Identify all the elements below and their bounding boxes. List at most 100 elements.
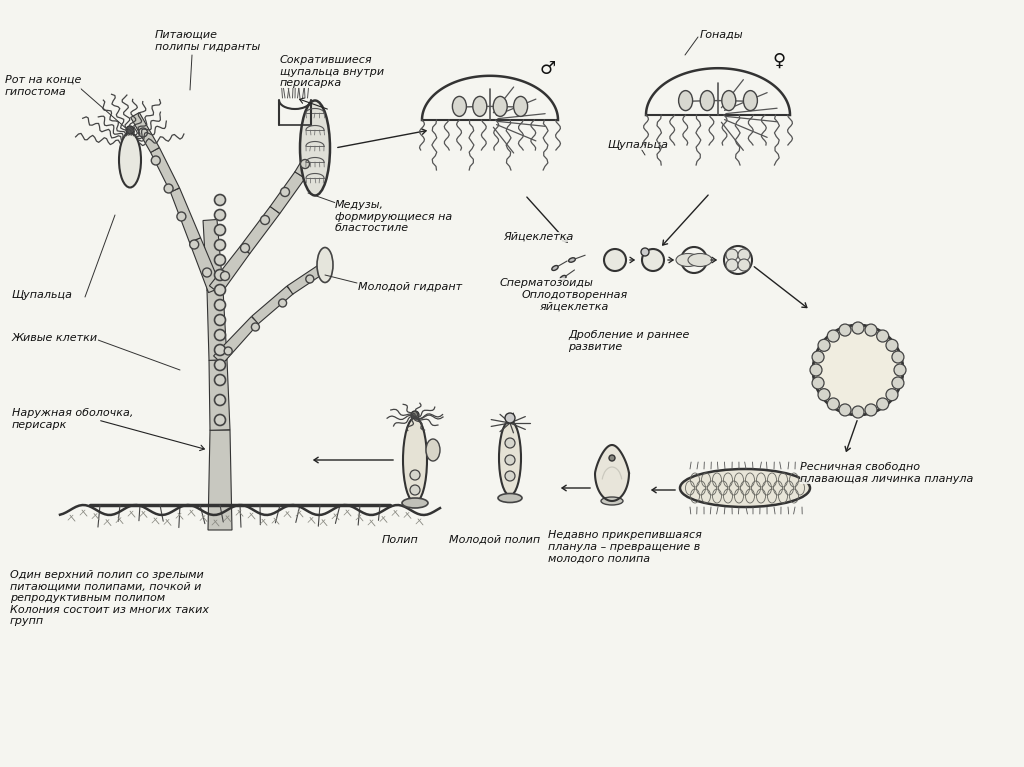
Ellipse shape <box>119 133 141 187</box>
Circle shape <box>224 347 232 355</box>
Circle shape <box>126 126 134 134</box>
Ellipse shape <box>601 497 623 505</box>
Ellipse shape <box>560 275 566 281</box>
Ellipse shape <box>568 258 575 262</box>
Circle shape <box>609 455 615 461</box>
Circle shape <box>152 156 161 165</box>
Polygon shape <box>209 360 230 430</box>
Circle shape <box>505 455 515 465</box>
Polygon shape <box>170 188 201 242</box>
Ellipse shape <box>722 91 736 110</box>
Ellipse shape <box>514 97 527 117</box>
Ellipse shape <box>676 254 700 266</box>
Text: ♂: ♂ <box>540 60 556 78</box>
Polygon shape <box>209 246 250 295</box>
Polygon shape <box>241 206 280 254</box>
Text: Дробление и раннее
развитие: Дробление и раннее развитие <box>568 330 689 351</box>
Polygon shape <box>151 148 179 193</box>
Circle shape <box>214 414 225 426</box>
Circle shape <box>505 413 515 423</box>
Circle shape <box>279 299 287 307</box>
Circle shape <box>300 160 309 169</box>
Polygon shape <box>208 430 232 530</box>
Polygon shape <box>207 290 227 360</box>
Circle shape <box>505 438 515 448</box>
Circle shape <box>260 216 269 225</box>
Polygon shape <box>270 172 305 213</box>
Circle shape <box>827 398 840 410</box>
Circle shape <box>214 360 225 370</box>
Circle shape <box>214 255 225 265</box>
Circle shape <box>852 406 864 418</box>
Circle shape <box>214 299 225 311</box>
Polygon shape <box>595 445 629 501</box>
Circle shape <box>214 344 225 355</box>
Circle shape <box>810 364 822 376</box>
Circle shape <box>818 389 830 400</box>
Circle shape <box>214 269 225 281</box>
Polygon shape <box>214 317 259 364</box>
Ellipse shape <box>743 91 758 110</box>
Circle shape <box>641 248 649 256</box>
Polygon shape <box>252 286 293 324</box>
Text: Молодой полип: Молодой полип <box>450 535 541 545</box>
Ellipse shape <box>700 91 714 110</box>
Circle shape <box>812 351 824 363</box>
Circle shape <box>818 339 830 351</box>
Circle shape <box>138 128 147 137</box>
Text: Полип: Полип <box>382 535 419 545</box>
Circle shape <box>214 195 225 206</box>
Polygon shape <box>189 238 221 292</box>
Circle shape <box>214 225 225 235</box>
Circle shape <box>839 404 851 416</box>
Circle shape <box>827 330 840 342</box>
Text: Живые клетки: Живые клетки <box>12 333 98 343</box>
Circle shape <box>738 249 750 261</box>
Ellipse shape <box>680 469 810 507</box>
Circle shape <box>177 212 186 221</box>
Circle shape <box>214 239 225 251</box>
Circle shape <box>877 398 889 410</box>
Circle shape <box>738 259 750 271</box>
Text: Щупальца: Щупальца <box>608 140 669 150</box>
Text: ♀: ♀ <box>773 52 785 70</box>
Polygon shape <box>203 219 223 291</box>
Polygon shape <box>287 266 323 295</box>
Circle shape <box>604 249 626 271</box>
Circle shape <box>852 322 864 334</box>
Text: Один верхний полип со зрелыми
питающими полипами, почкой и
репродуктивным полипо: Один верхний полип со зрелыми питающими … <box>10 570 209 627</box>
Text: Сократившиеся
щупальца внутри
перисарка: Сократившиеся щупальца внутри перисарка <box>280 55 384 88</box>
Text: Сперматозоиды: Сперматозоиды <box>500 278 594 288</box>
Circle shape <box>189 240 199 249</box>
Circle shape <box>726 249 738 261</box>
Text: Оплодотворенная
яйцеклетка: Оплодотворенная яйцеклетка <box>522 290 628 311</box>
Circle shape <box>214 374 225 386</box>
Text: Ресничная свободно
плавающая личинка планула: Ресничная свободно плавающая личинка пла… <box>800 462 974 484</box>
Circle shape <box>813 325 903 415</box>
Ellipse shape <box>688 254 712 266</box>
Ellipse shape <box>498 493 522 502</box>
Ellipse shape <box>403 417 427 502</box>
Circle shape <box>726 259 738 271</box>
Text: Медузы,
формирующиеся на
бластостиле: Медузы, формирующиеся на бластостиле <box>335 200 453 233</box>
Circle shape <box>892 377 904 389</box>
Circle shape <box>306 275 313 283</box>
Circle shape <box>214 330 225 341</box>
Ellipse shape <box>473 97 486 117</box>
Text: Гонады: Гонады <box>700 30 743 40</box>
Circle shape <box>203 268 212 277</box>
Circle shape <box>886 339 898 351</box>
Ellipse shape <box>317 248 333 282</box>
Circle shape <box>214 209 225 220</box>
Ellipse shape <box>402 498 428 508</box>
Text: Яйцеклетка: Яйцеклетка <box>503 232 573 242</box>
Circle shape <box>410 485 420 495</box>
Circle shape <box>894 364 906 376</box>
Text: Щупальца: Щупальца <box>12 290 73 300</box>
Ellipse shape <box>300 100 330 196</box>
Circle shape <box>214 285 225 295</box>
Circle shape <box>410 470 420 480</box>
Circle shape <box>214 394 225 406</box>
Ellipse shape <box>494 97 507 117</box>
Circle shape <box>877 330 889 342</box>
